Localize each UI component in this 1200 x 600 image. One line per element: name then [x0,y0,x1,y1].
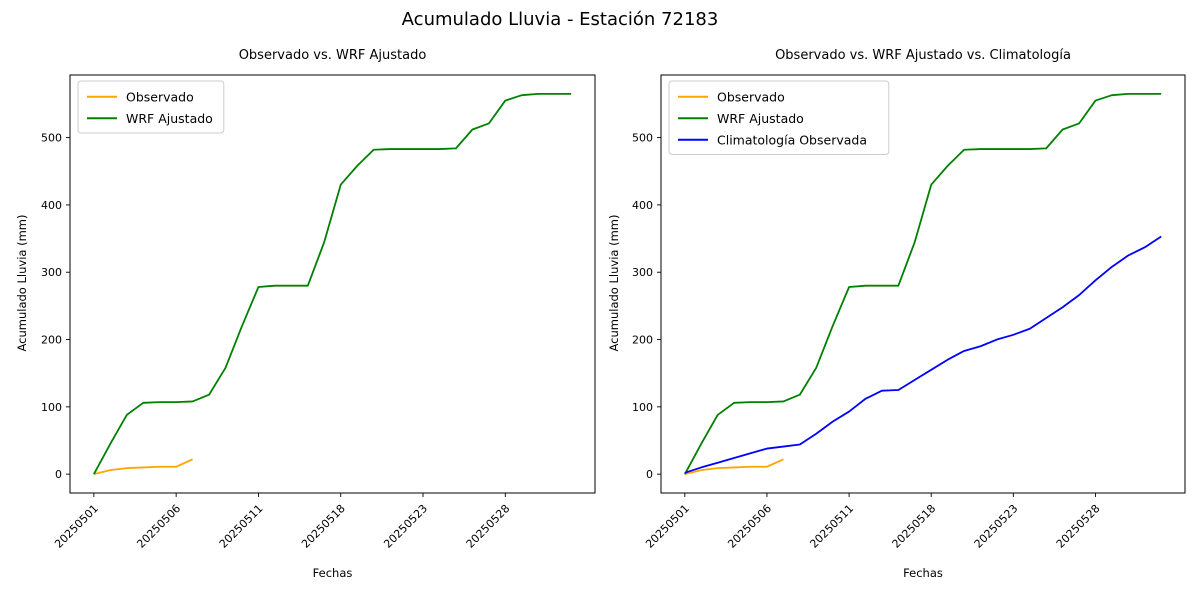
subplot1-legend-label: WRF Ajustado [126,111,213,126]
subplot1-x-tick-label: 20250511 [217,502,266,551]
subplot1-y-tick-label: 200 [41,334,62,347]
subplot2-axes-border [660,74,1186,494]
subplot1-y-tick-label: 400 [41,199,62,212]
subplot1-x-tick-label: 20250518 [299,502,348,551]
subplot2-y-tick-label: 100 [632,401,653,414]
subplot1-xlabel: Fechas [312,566,353,580]
subplot1-line-observado [93,458,193,476]
subplot2-legend-label: WRF Ajustado [717,111,804,126]
subplot2-xlabel: Fechas [903,566,943,580]
subplot2-line-climatolog-a-observada [684,235,1162,474]
subplot2-x-tick-label: 20250501 [643,502,692,551]
subplot2-legend-label: Climatología Observada [717,132,867,147]
figure-title: Acumulado Lluvia - Estación 72183 [401,9,719,30]
subplot2-x-tick-label: 20250523 [972,502,1021,551]
subplot2-y-tick-label: 0 [646,468,653,481]
subplot2-x-tick-label: 20250511 [807,502,856,551]
subplot2-line-wrf-ajustado [684,92,1162,475]
subplot1-y-tick-label: 300 [41,266,62,279]
subplot2-legend-label: Observado [717,89,785,104]
subplot2-y-tick-label: 200 [632,334,653,347]
subplot1-y-tick-label: 100 [41,401,62,414]
subplot2-x-tick-label: 20250506 [725,502,774,551]
subplot2-title: Observado vs. WRF Ajustado vs. Climatolo… [775,48,1071,63]
subplot2-x-tick-label: 20250518 [890,502,939,551]
subplot1-axes-border [69,74,596,494]
subplot2-x-tick-label: 20250528 [1054,502,1103,551]
subplot1-y-tick-label: 500 [41,132,62,145]
subplot1-x-tick-label: 20250501 [52,502,101,551]
subplot1-legend-label: Observado [126,89,194,104]
subplot1-title: Observado vs. WRF Ajustado [238,48,427,63]
subplot2-y-tick-label: 300 [632,266,653,279]
subplot2-line-observado [684,458,784,476]
subplot2-legend [668,80,890,155]
subplot1-x-tick-label: 20250523 [381,502,430,551]
subplot1-legend [77,80,225,134]
subplot1-x-tick-label: 20250506 [134,502,183,551]
subplot2-y-tick-label: 400 [632,199,653,212]
subplot2-y-tick-label: 500 [632,132,653,145]
subplot1-x-tick-label: 20250528 [464,502,513,551]
subplot1-line-wrf-ajustado [93,92,572,475]
subplot1-y-tick-label: 0 [55,468,62,481]
